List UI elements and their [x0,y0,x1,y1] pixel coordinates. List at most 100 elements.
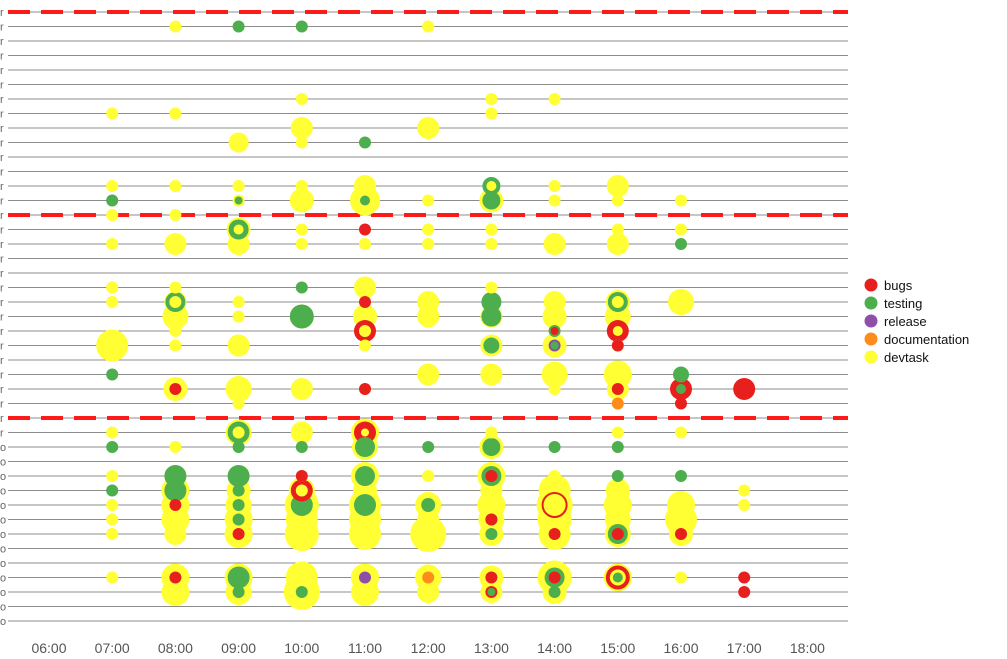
devtask-point [351,578,379,606]
devtask-point [106,571,119,584]
row-tick-label: r [0,22,4,34]
x-tick-label: 11:00 [348,640,382,656]
devtask-point [668,289,694,315]
overlay-point [233,224,244,235]
devtask-point [169,107,182,120]
bugs-point [169,383,182,395]
x-tick-label: 10:00 [284,640,319,656]
testing-point [295,20,308,33]
row-tick-label: o [0,529,6,541]
x-axis-tick-labels: 06:00 07:00 08:00 09:00 10:00 11:00 12:00 13:00… [31,640,825,656]
devtask-point [232,296,245,308]
x-tick-label: 18:00 [790,640,825,656]
devtask-point [422,194,435,207]
devtask-point [422,238,435,250]
testing-point [611,441,624,453]
x-tick-label: 06:00 [31,640,66,656]
overlay-point [232,426,245,439]
bugs-point [550,327,559,335]
legend-label-devtask: devtask [884,350,929,365]
testing-point [355,437,375,457]
testing-point [483,337,500,354]
testing-point [164,479,187,502]
row-tick-label: r [0,51,4,63]
devtask-point [738,499,751,511]
devtask-point [675,194,687,207]
row-tick-label: r [0,283,4,295]
devtask-point [422,20,435,33]
row-tick-label: r [0,326,4,338]
testing-point [232,484,245,497]
row-tick-label: r [0,312,4,324]
row-tick-label: r [0,428,4,440]
bugs-point [738,586,751,598]
devtask-point [548,383,561,395]
devtask-point [169,441,182,453]
devtask-point [106,528,119,540]
devtask-point [290,117,313,139]
x-tick-label: 14:00 [537,640,572,656]
x-tick-label: 16:00 [663,640,698,656]
testing-point [232,20,245,33]
devtask-point [227,334,250,357]
devtask-point [227,233,250,255]
devtask-point [417,581,440,603]
legend-swatch-release [864,314,878,328]
overlay-point [611,296,624,308]
devtask-point [106,209,119,221]
testing-point [675,238,687,250]
devtask-point [106,180,119,192]
row-tick-label: r [0,254,4,266]
devtask-point [485,107,498,120]
testing-point [482,438,501,456]
row-tick-label: r [0,167,4,179]
devtask-point [106,426,119,439]
bugs-point [548,528,561,540]
testing-point [355,466,375,486]
row-tick-label: r [0,413,4,425]
x-tick-label: 08:00 [158,640,193,656]
testing-point [106,484,119,497]
devtask-point [295,223,308,236]
bugs-point [611,339,624,352]
x-tick-label: 07:00 [95,640,130,656]
row-tick-label: r [0,341,4,353]
devtask-point [106,513,119,526]
devtask-point [106,107,119,120]
testing-point [234,196,243,205]
legend-swatch-bugs [864,278,878,292]
testing-point [232,499,245,511]
overlay-point [612,326,623,336]
devtask-point [225,376,252,402]
testing-point [295,281,308,294]
bugs-point [169,499,182,511]
devtask-point [359,339,371,352]
row-tick-label: r [0,196,4,208]
row-tick-label: o [0,471,6,483]
devtask-point [541,361,568,388]
bugs-point [169,571,182,584]
legend-label-testing: testing [884,296,922,311]
devtask-point [169,20,182,33]
devtask-point [605,478,630,503]
row-tick-label: o [0,500,6,512]
row-tick-label: r [0,7,4,19]
row-tick-label: r [0,138,4,150]
devtask-point [548,93,561,105]
devtask-point [485,223,498,236]
testing-point [106,441,119,453]
devtask-point [164,233,187,255]
devtask-point [738,484,751,497]
testing-point [550,341,559,350]
overlay-point [361,428,369,437]
x-tick-label: 15:00 [600,640,635,656]
devtask-point [422,470,435,482]
bugs-point [611,528,624,540]
row-tick-label: o [0,602,6,614]
devtask-point [538,474,571,507]
row-tick-label: r [0,65,4,77]
devtask-point [354,175,376,197]
devtask-point [611,426,624,439]
bugs-point [295,470,308,482]
devtask-point [289,188,314,213]
